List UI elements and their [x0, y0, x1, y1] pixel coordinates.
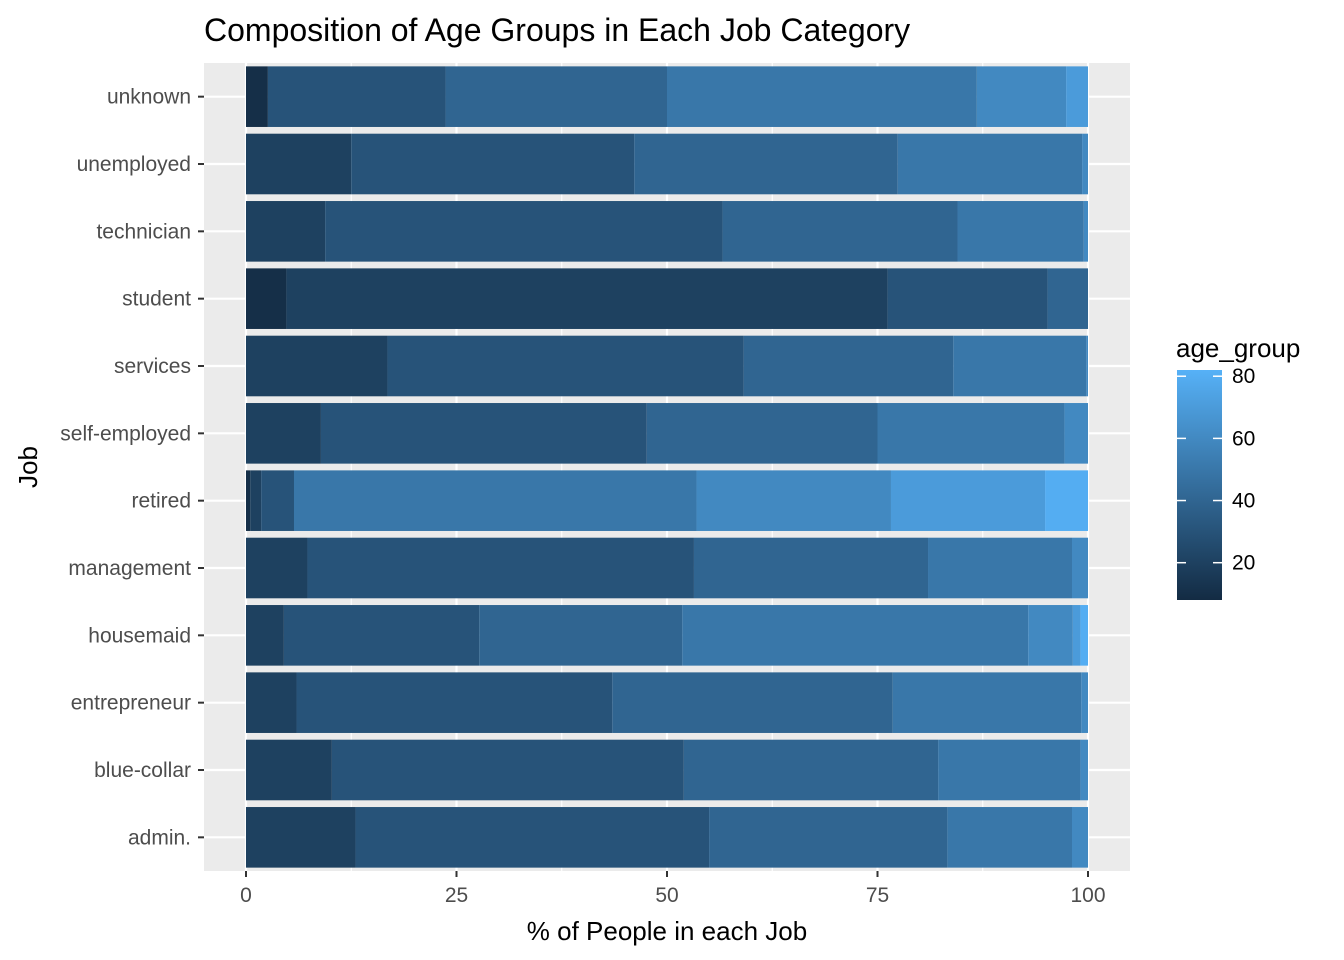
chart-title: Composition of Age Groups in Each Job Ca…: [204, 12, 910, 48]
bar-segment: [1081, 672, 1088, 733]
bar-segment: [892, 672, 1082, 733]
bar-segment: [351, 133, 635, 195]
bar-segment: [938, 739, 1081, 801]
bar-segment: [1028, 605, 1073, 666]
bar-segment: [1072, 807, 1088, 868]
legend: age_group 20 40 60 80: [1176, 333, 1300, 600]
legend-tick-label: 60: [1232, 427, 1255, 450]
y-tick-label: self-employed: [60, 422, 191, 445]
x-tick-label: 25: [445, 884, 468, 907]
x-tick-label: 0: [240, 884, 252, 907]
bar-segment: [296, 672, 613, 733]
bar-segment: [976, 66, 1067, 127]
bar-segment: [1086, 335, 1088, 397]
legend-tick-label: 20: [1232, 552, 1255, 575]
bar-segment: [1045, 470, 1088, 531]
bar-segment: [286, 268, 888, 329]
y-tick-label: retired: [131, 490, 191, 513]
bars: [246, 66, 1088, 868]
y-tick-label: student: [122, 288, 191, 311]
x-axis-title: % of People in each Job: [527, 916, 807, 946]
y-tick-label: unemployed: [77, 153, 191, 176]
bar-segment: [634, 133, 898, 195]
bar-segment: [267, 66, 446, 127]
bar-segment: [325, 201, 723, 262]
y-tick-label: entrepreneur: [71, 692, 191, 715]
bar-segment: [246, 739, 332, 801]
bar-segment: [293, 470, 697, 531]
bar-segment: [246, 672, 297, 733]
bar-segment: [722, 201, 958, 262]
bar-segment: [1083, 201, 1088, 262]
bar-segment: [250, 470, 262, 531]
y-tick-label: technician: [96, 220, 191, 243]
x-tick-label: 75: [866, 884, 889, 907]
y-tick-label: blue-collar: [94, 759, 191, 782]
bar-segment: [246, 537, 308, 599]
bar-segment: [261, 470, 294, 531]
bar-segment: [246, 66, 268, 127]
bar-segment: [1080, 739, 1088, 801]
legend-tick-label: 80: [1232, 365, 1255, 388]
bar-segment: [479, 605, 683, 666]
y-tick-label: housemaid: [88, 624, 191, 647]
bar-segment: [683, 739, 939, 801]
colorbar: [1177, 370, 1222, 600]
bar-segment: [696, 470, 891, 531]
bar-segment: [246, 268, 287, 329]
legend-ticks: 20 40 60 80: [1177, 365, 1255, 575]
bar-segment: [1047, 268, 1088, 329]
bar-segment: [320, 403, 647, 464]
bar-segment: [246, 605, 284, 666]
x-axis: 0 25 50 75 100: [240, 871, 1106, 907]
y-tick-label: management: [68, 557, 191, 580]
bar-segment: [947, 807, 1073, 868]
x-tick-label: 50: [655, 884, 678, 907]
bar-segment: [1082, 133, 1088, 195]
bar-segment: [246, 133, 352, 195]
bar-segment: [887, 268, 1048, 329]
bar-segment: [246, 335, 388, 397]
bar-segment: [1066, 66, 1088, 127]
bar-segment: [445, 66, 667, 127]
bar-segment: [246, 403, 321, 464]
bar-segment: [890, 470, 1046, 531]
bar-segment: [1080, 605, 1088, 666]
bar-segment: [646, 403, 878, 464]
bar-segment: [928, 537, 1073, 599]
y-axis-title: Job: [13, 446, 43, 488]
y-tick-label: unknown: [107, 86, 191, 109]
bar-segment: [682, 605, 1029, 666]
bar-segment: [693, 537, 929, 599]
bar-segment: [897, 133, 1083, 195]
y-tick-label: services: [114, 355, 191, 378]
bar-segment: [307, 537, 694, 599]
bar-segment: [246, 201, 326, 262]
legend-tick-label: 40: [1232, 490, 1255, 513]
bar-segment: [743, 335, 954, 397]
bar-segment: [246, 807, 356, 868]
bar-segment: [957, 201, 1084, 262]
bar-segment: [612, 672, 893, 733]
bar-segment: [355, 807, 710, 868]
bar-segment: [1072, 537, 1088, 599]
bar-segment: [667, 66, 977, 127]
y-tick-label: admin.: [128, 826, 191, 849]
bar-segment: [953, 335, 1087, 397]
legend-title: age_group: [1176, 333, 1300, 363]
bar-segment: [283, 605, 480, 666]
y-axis: admin. blue-collar entrepreneur housemaid ma…: [60, 86, 204, 849]
bar-segment: [1072, 605, 1081, 666]
bar-segment: [877, 403, 1065, 464]
bar-segment: [331, 739, 684, 801]
bar-segment: [246, 470, 251, 531]
bar-segment: [709, 807, 948, 868]
bar-segment: [1064, 403, 1088, 464]
bar-segment: [387, 335, 744, 397]
grid-minor: [350, 63, 984, 871]
x-tick-label: 100: [1070, 884, 1105, 907]
